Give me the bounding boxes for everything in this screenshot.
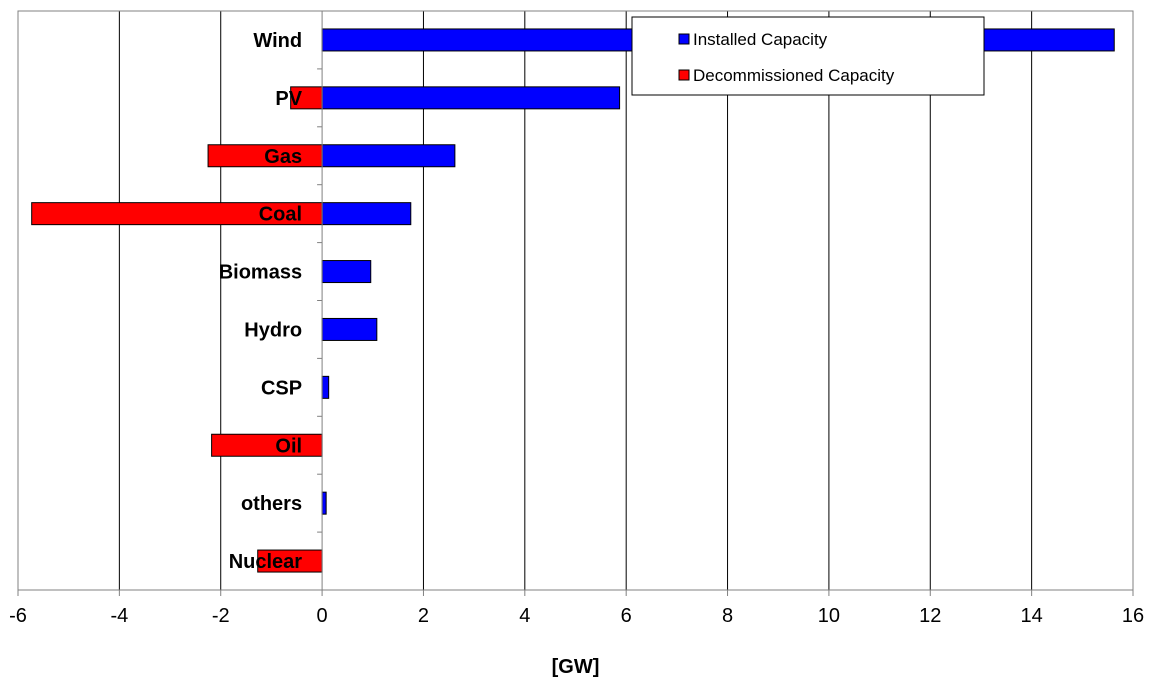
- x-tick-label: 12: [919, 605, 941, 627]
- x-tick-label: 14: [1021, 605, 1043, 627]
- legend-swatch: [678, 33, 690, 45]
- category-label: CSP: [261, 377, 302, 399]
- category-label: Gas: [264, 146, 302, 168]
- legend-label: Decommissioned Capacity: [693, 66, 895, 85]
- legend-box: [631, 16, 985, 96]
- x-tick-label: 2: [418, 605, 429, 627]
- legend: Installed Capacity Decommissioned Capacit…: [631, 16, 985, 96]
- x-tick-label: -2: [212, 605, 230, 627]
- bar-decommissioned-oil: [211, 433, 323, 457]
- x-tick-label: 16: [1122, 605, 1144, 627]
- category-label: Hydro: [244, 319, 302, 341]
- bar-installed-gas: [321, 144, 456, 168]
- legend-swatch: [678, 69, 690, 81]
- category-label: PV: [275, 88, 302, 110]
- x-axis-title: [GW]: [552, 656, 600, 678]
- category-labels: Nuclear others Oil CSP Hydro Biomass Coal Gas PV…: [219, 30, 303, 573]
- bar-installed-biomass: [321, 260, 372, 284]
- category-label: Oil: [275, 435, 302, 457]
- x-tick-label: 8: [722, 605, 733, 627]
- category-label: Coal: [259, 204, 302, 226]
- bar-installed-coal: [321, 202, 412, 226]
- category-label: Nuclear: [229, 551, 303, 573]
- plot-area-frame: [17, 10, 1134, 591]
- bar-installed-others: [321, 491, 327, 515]
- x-tick-label: 10: [818, 605, 840, 627]
- bars: [31, 28, 1115, 573]
- x-tick-label: 0: [317, 605, 328, 627]
- category-label: Wind: [253, 30, 302, 52]
- axes: [17, 10, 1134, 596]
- bar-installed-csp: [321, 375, 330, 399]
- x-tick-label: -6: [9, 605, 27, 627]
- bar-installed-pv: [321, 86, 621, 110]
- category-label: others: [241, 493, 302, 515]
- x-tick-labels: -6 -4 -2 0 2 4 6 8 10 12 14 16: [9, 605, 1144, 627]
- category-label: Biomass: [219, 262, 302, 284]
- x-tick-label: 4: [519, 605, 530, 627]
- bar-installed-hydro: [321, 317, 378, 341]
- legend-label: Installed Capacity: [693, 30, 828, 49]
- x-tick-label: -4: [110, 605, 128, 627]
- x-tick-label: 6: [621, 605, 632, 627]
